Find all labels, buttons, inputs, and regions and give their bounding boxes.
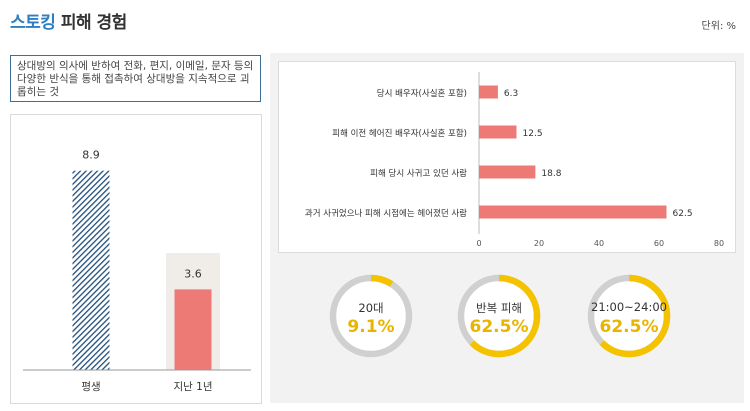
x-tick-label-0: 0 [476,239,481,248]
details-panel: 당시 배우자(사실혼 포함) 6.3 피해 이전 헤어진 배우자(사실혼 포함) 12… [270,53,744,403]
donut-track-0 [329,274,413,358]
donut-arc-1 [457,274,541,358]
x-tick-label-4: 80 [714,239,724,248]
bar-1 [174,289,212,370]
donut-time: 21:00~24:00 62.5% [586,273,672,359]
donut-age: 20대 9.1% [328,273,414,359]
donut-age-ring [329,274,413,358]
hbar-2 [479,165,536,179]
donut-arc-2 [587,274,671,358]
vertical-bar-chart-svg: 8.9 평생 3.6 지난 1년 [23,149,251,393]
page-title-accent: 스토킹 [10,13,56,33]
x-tick-label-2: 40 [594,239,604,248]
hbar-category-0: 당시 배우자(사실혼 포함) [377,88,467,99]
donut-time-value: 62.5% [599,317,659,337]
definition-text: 상대방의 의사에 반하여 전화, 편지, 이메일, 문자 등의 다양한 반식을 … [17,60,254,98]
hbar-value-label-3: 62.5 [673,209,693,219]
hbar-value-label-0: 6.3 [504,89,518,99]
donut-time-label: 21:00~24:00 [591,300,667,314]
hbar-category-1: 피해 이전 헤어진 배우자(사실혼 포함) [332,128,467,139]
bar-value-label-0: 8.9 [82,149,100,162]
donut-repeat-ring [457,274,541,358]
hbar-1 [479,125,517,139]
x-tick-label-1: 20 [534,239,544,248]
donut-repeat-value: 62.5% [469,317,529,337]
donut-arc-0 [329,274,413,358]
bar-0 [72,170,110,370]
hbar-value-label-1: 12.5 [523,129,543,139]
donut-age-label: 20대 [358,301,384,315]
vertical-bar-chart: 8.9 평생 3.6 지난 1년 [10,114,262,404]
donut-age-value: 9.1% [347,317,395,337]
category-label-1: 지난 1년 [174,381,213,393]
bar-value-label-1: 3.6 [184,267,202,280]
horizontal-bar-chart: 당시 배우자(사실혼 포함) 6.3 피해 이전 헤어진 배우자(사실혼 포함) 12… [278,61,736,253]
hbar-3 [479,205,667,219]
unit-label: 단위: % [701,21,736,32]
hbar-0 [479,85,498,99]
horizontal-bar-chart-svg: 당시 배우자(사실혼 포함) 6.3 피해 이전 헤어진 배우자(사실혼 포함) 12… [305,72,724,248]
definition-box: 상대방의 의사에 반하여 전화, 편지, 이메일, 문자 등의 다양한 반식을 … [10,55,261,102]
donut-repeat: 반복 피해 62.5% [456,273,542,359]
hbar-category-3: 과거 사귀었으나 피해 시점에는 헤어졌던 사람 [305,208,467,219]
page-title-rest: 피해 경험 [55,13,128,33]
x-tick-label-3: 60 [654,239,664,248]
hbar-category-2: 피해 당시 사귀고 있던 사람 [370,168,467,179]
donut-repeat-label: 반복 피해 [476,301,522,315]
hbar-value-label-2: 18.8 [541,169,561,179]
donut-time-ring [587,274,671,358]
category-label-0: 평생 [81,381,100,393]
page-title: 스토킹 피해 경험 [10,8,127,33]
